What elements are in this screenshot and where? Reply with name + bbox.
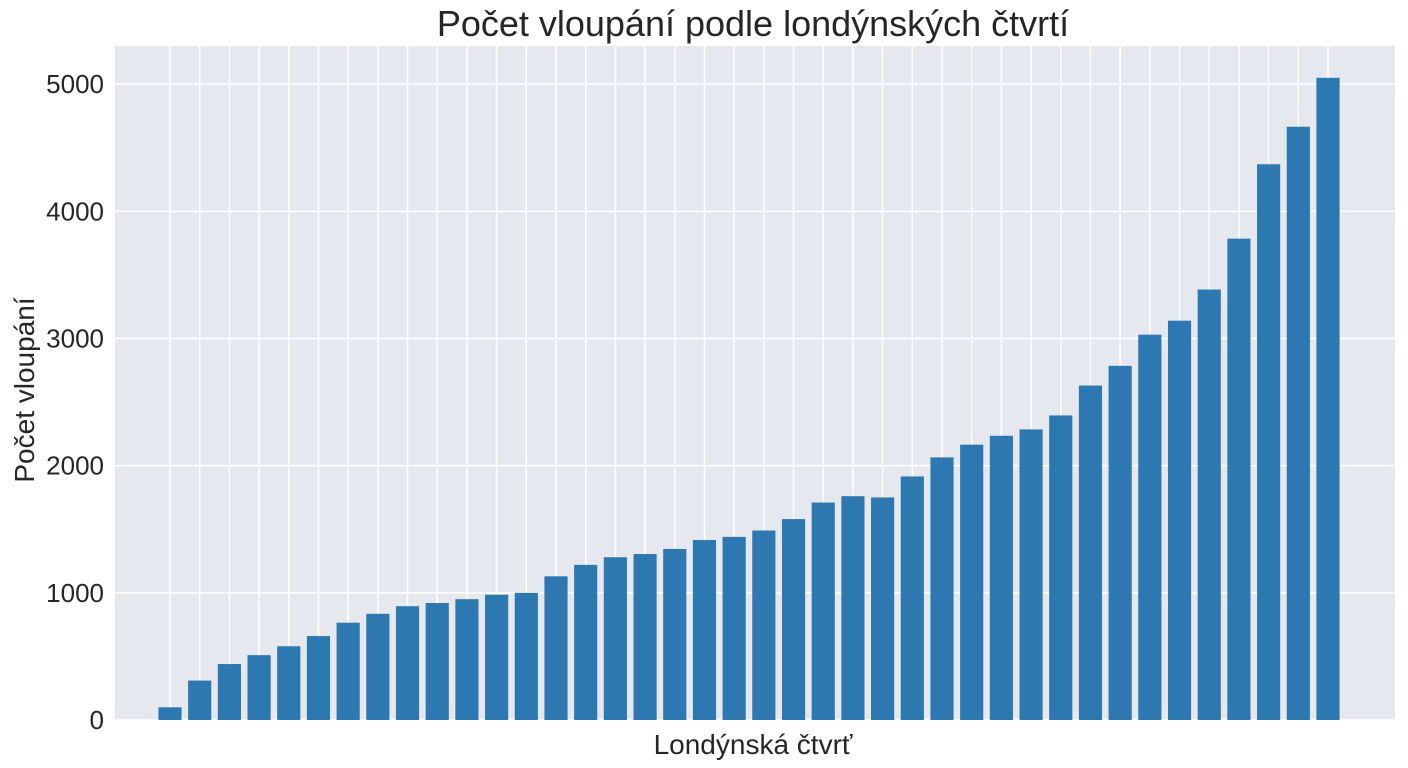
bar <box>425 603 449 720</box>
bar <box>306 636 331 720</box>
bar <box>811 502 835 720</box>
bar <box>930 457 954 720</box>
y-tick-label: 5000 <box>46 69 104 99</box>
bar <box>900 476 924 720</box>
y-axis-ticks: 0 1000 2000 3000 4000 5000 <box>46 69 104 735</box>
x-axis-label: Londýnská čtvrť <box>654 729 853 760</box>
bar <box>989 435 1013 720</box>
bar <box>1019 429 1043 720</box>
bar <box>277 646 301 720</box>
y-tick-label: 0 <box>90 705 104 735</box>
bar <box>485 594 509 720</box>
bars <box>158 77 1340 721</box>
bar <box>1316 77 1340 720</box>
bar <box>692 540 717 720</box>
bar <box>1286 126 1310 721</box>
chart-title: Počet vloupání podle londýnských čtvrtí <box>437 3 1069 44</box>
bar <box>1167 320 1192 720</box>
bar <box>574 564 598 720</box>
y-tick-label: 2000 <box>46 451 104 481</box>
bar <box>781 519 806 720</box>
bar <box>1138 334 1162 720</box>
bar <box>514 592 538 720</box>
y-tick-label: 4000 <box>46 196 104 226</box>
bar <box>1257 164 1281 720</box>
bar <box>663 548 687 720</box>
y-tick-label: 3000 <box>46 323 104 353</box>
bar <box>841 496 865 720</box>
bar <box>752 530 776 720</box>
bar <box>455 599 479 720</box>
bar <box>336 622 360 720</box>
bar <box>247 655 271 720</box>
bar <box>1108 365 1132 720</box>
bar <box>871 497 895 720</box>
y-axis-label: Počet vloupání <box>9 297 40 482</box>
bar <box>603 557 627 720</box>
bar <box>217 664 241 720</box>
bar <box>722 536 746 720</box>
bar <box>395 606 420 720</box>
bar <box>1197 289 1221 720</box>
bar <box>544 576 568 720</box>
bar <box>366 613 390 720</box>
bar <box>1049 415 1073 720</box>
bar <box>1078 385 1103 720</box>
bar <box>633 554 657 720</box>
bar <box>158 707 182 720</box>
bar <box>960 444 984 720</box>
bar <box>188 680 212 720</box>
bar <box>1227 238 1251 720</box>
y-tick-label: 1000 <box>46 578 104 608</box>
